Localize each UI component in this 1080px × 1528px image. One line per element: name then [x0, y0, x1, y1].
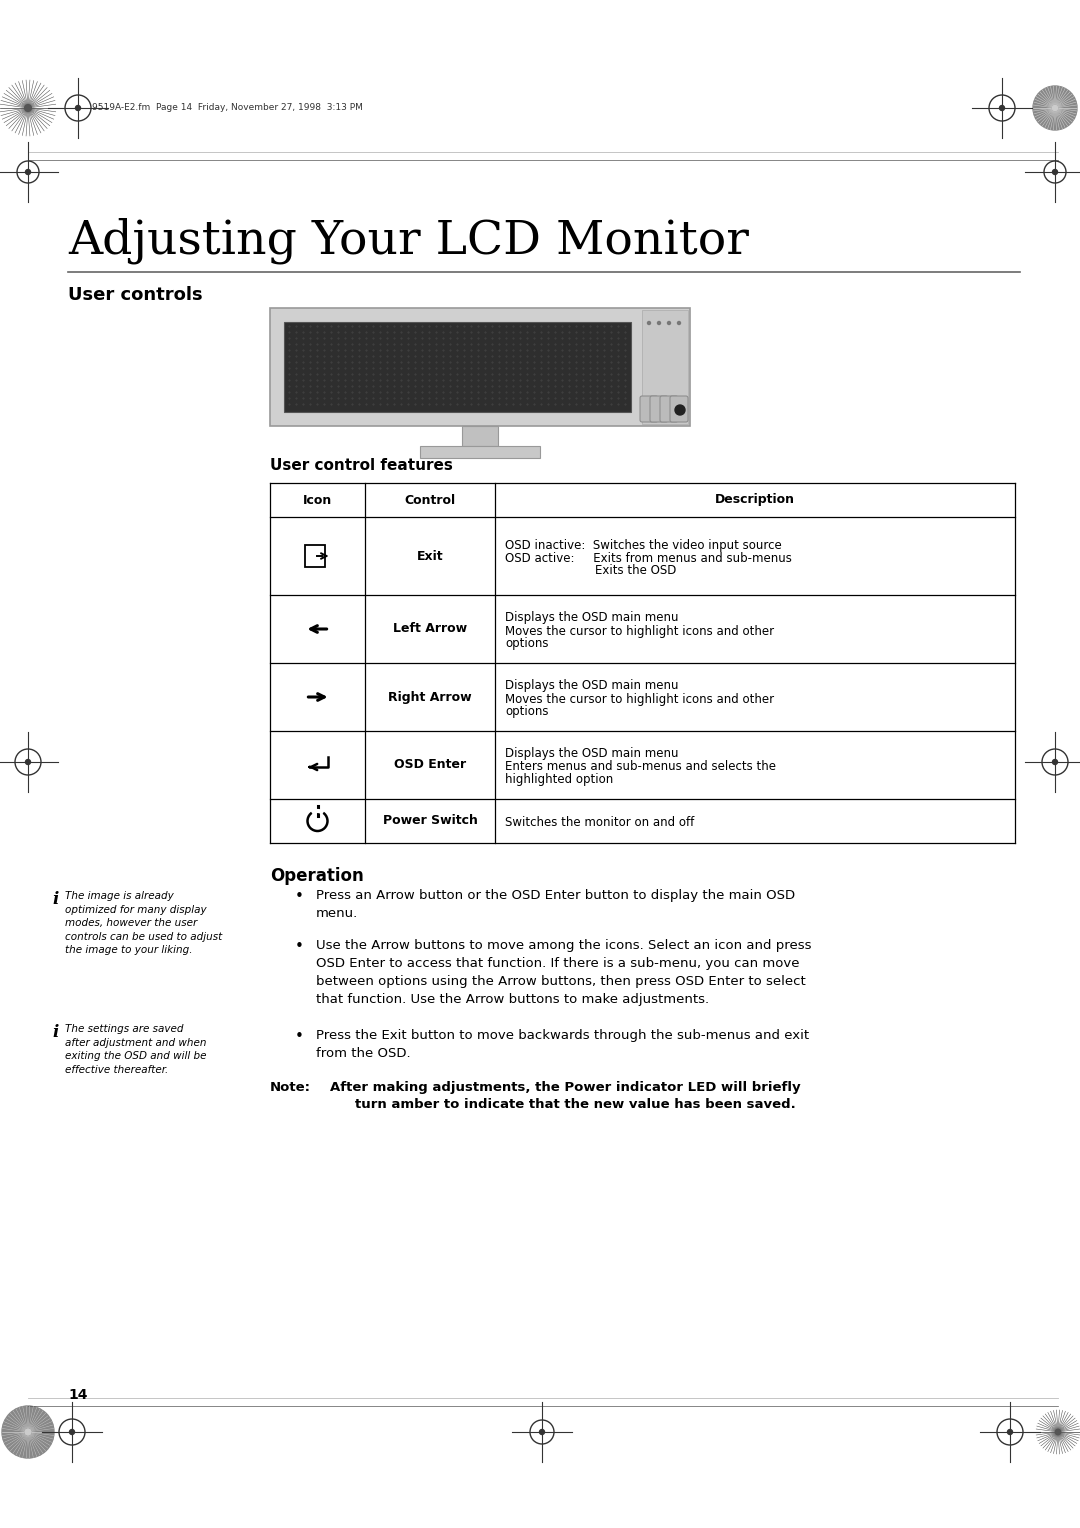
Circle shape — [658, 321, 661, 324]
Text: 9519A-E2.fm  Page 14  Friday, November 27, 1998  3:13 PM: 9519A-E2.fm Page 14 Friday, November 27,… — [92, 104, 363, 113]
Text: Adjusting Your LCD Monitor: Adjusting Your LCD Monitor — [68, 219, 748, 264]
Text: i: i — [52, 1024, 58, 1041]
Circle shape — [1052, 105, 1057, 110]
Circle shape — [76, 105, 81, 110]
Bar — [305, 545, 324, 567]
Bar — [270, 309, 690, 426]
Text: Displays the OSD main menu: Displays the OSD main menu — [505, 611, 678, 625]
Text: Description: Description — [715, 494, 795, 506]
Text: i: i — [52, 891, 58, 908]
Circle shape — [25, 104, 31, 112]
Circle shape — [677, 321, 680, 324]
Text: Control: Control — [404, 494, 456, 506]
Text: Use the Arrow buttons to move among the icons. Select an icon and press
OSD Ente: Use the Arrow buttons to move among the … — [316, 940, 811, 1005]
Circle shape — [1052, 105, 1057, 110]
Text: User controls: User controls — [68, 286, 203, 304]
Text: .: . — [677, 321, 680, 330]
Text: Right Arrow: Right Arrow — [388, 691, 472, 703]
Text: highlighted option: highlighted option — [505, 773, 613, 787]
Text: .: . — [658, 321, 660, 330]
Bar — [462, 426, 498, 446]
Text: Left Arrow: Left Arrow — [393, 622, 467, 636]
Text: The settings are saved
after adjustment and when
exiting the OSD and will be
eff: The settings are saved after adjustment … — [65, 1024, 206, 1074]
Text: Moves the cursor to highlight icons and other: Moves the cursor to highlight icons and … — [505, 625, 774, 637]
Circle shape — [999, 105, 1004, 110]
Circle shape — [667, 321, 671, 324]
Circle shape — [26, 170, 30, 174]
Circle shape — [675, 405, 685, 416]
FancyBboxPatch shape — [640, 396, 658, 422]
Text: Operation: Operation — [270, 866, 364, 885]
Text: OSD Enter: OSD Enter — [394, 758, 467, 772]
FancyBboxPatch shape — [670, 396, 688, 422]
Text: options: options — [505, 637, 549, 651]
Circle shape — [25, 1429, 31, 1435]
Text: User control features: User control features — [270, 458, 453, 474]
FancyBboxPatch shape — [660, 396, 678, 422]
Text: Displays the OSD main menu: Displays the OSD main menu — [505, 680, 678, 692]
Circle shape — [25, 1429, 31, 1435]
Text: Switches the monitor on and off: Switches the monitor on and off — [505, 816, 694, 830]
FancyBboxPatch shape — [650, 396, 669, 422]
Text: After making adjustments, the Power indicator LED will briefly: After making adjustments, the Power indi… — [330, 1080, 800, 1094]
Circle shape — [1053, 759, 1057, 764]
Bar — [284, 322, 631, 413]
Circle shape — [1053, 170, 1057, 174]
Text: OSD inactive:  Switches the video input source: OSD inactive: Switches the video input s… — [505, 538, 782, 552]
Text: OSD active:     Exits from menus and sub-menus: OSD active: Exits from menus and sub-men… — [505, 552, 792, 564]
Circle shape — [1032, 86, 1077, 130]
Circle shape — [648, 321, 650, 324]
Text: .: . — [667, 321, 671, 330]
Text: 14: 14 — [68, 1387, 87, 1403]
Circle shape — [540, 1430, 544, 1435]
Bar — [642, 310, 688, 423]
Text: turn amber to indicate that the new value has been saved.: turn amber to indicate that the new valu… — [355, 1099, 796, 1111]
Bar — [420, 446, 540, 458]
Text: Press an Arrow button or the OSD Enter button to display the main OSD
menu.: Press an Arrow button or the OSD Enter b… — [316, 889, 795, 920]
Text: Exits the OSD: Exits the OSD — [505, 564, 676, 578]
Text: The image is already
optimized for many display
modes, however the user
controls: The image is already optimized for many … — [65, 891, 222, 955]
Circle shape — [69, 1430, 75, 1435]
Text: Moves the cursor to highlight icons and other: Moves the cursor to highlight icons and … — [505, 692, 774, 706]
Text: •: • — [295, 889, 303, 905]
Text: Power Switch: Power Switch — [382, 814, 477, 828]
Text: Note:: Note: — [270, 1080, 311, 1094]
Text: Icon: Icon — [302, 494, 333, 506]
Circle shape — [26, 759, 30, 764]
Circle shape — [1055, 1429, 1061, 1435]
Text: options: options — [505, 706, 549, 718]
Bar — [270, 483, 1015, 843]
Text: Press the Exit button to move backwards through the sub-menus and exit
from the : Press the Exit button to move backwards … — [316, 1028, 809, 1060]
Circle shape — [2, 1406, 54, 1458]
Text: .: . — [648, 321, 650, 330]
Circle shape — [1008, 1430, 1013, 1435]
Text: •: • — [295, 1028, 303, 1044]
Text: Displays the OSD main menu: Displays the OSD main menu — [505, 747, 678, 761]
Text: Exit: Exit — [417, 550, 443, 562]
Text: Enters menus and sub-menus and selects the: Enters menus and sub-menus and selects t… — [505, 761, 777, 773]
Text: •: • — [295, 940, 303, 953]
